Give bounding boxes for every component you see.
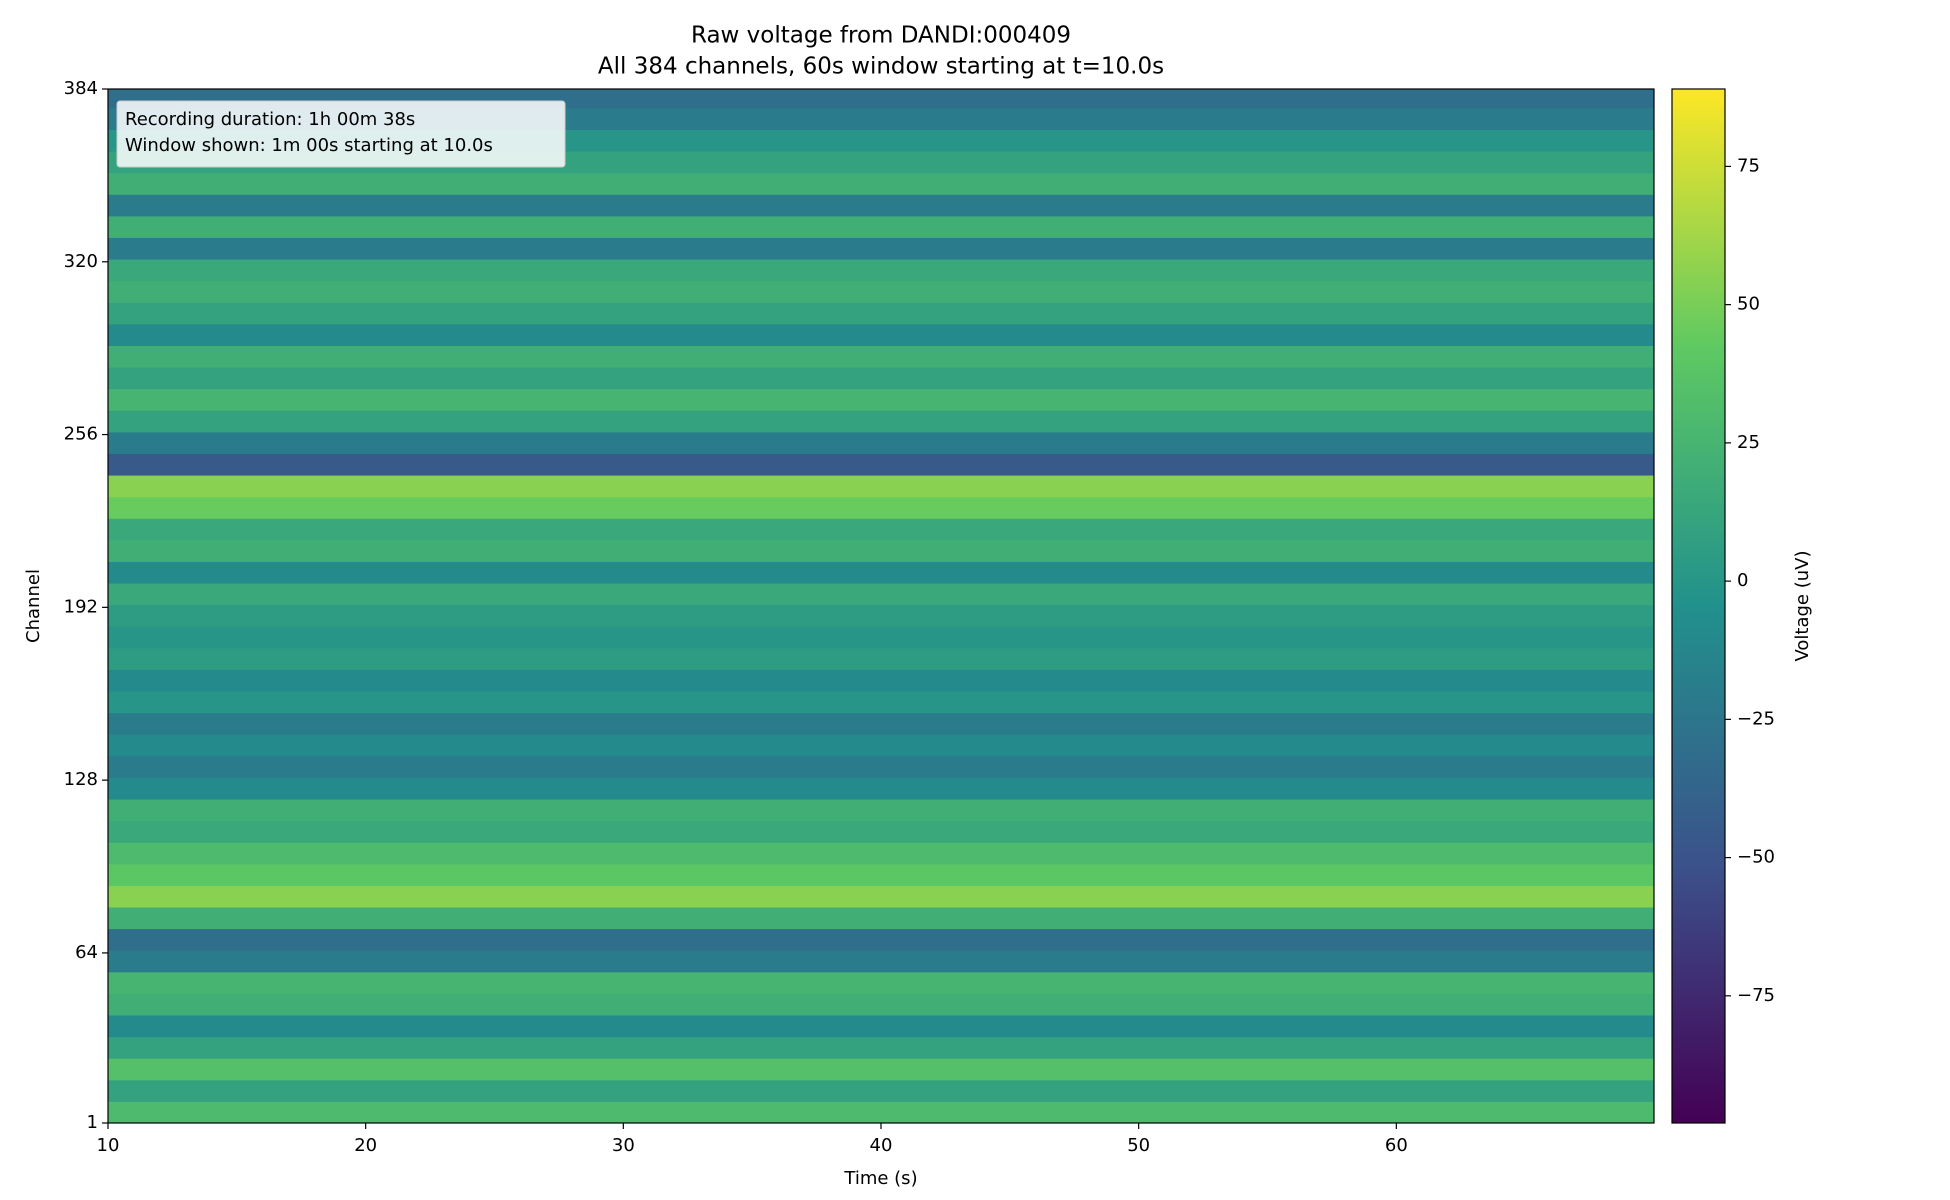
colorbar-tick-label: 50 xyxy=(1737,294,1760,315)
annotation-box: Recording duration: 1h 00m 38s Window sho… xyxy=(116,100,566,168)
heatmap-row xyxy=(108,885,1654,908)
heatmap-row xyxy=(108,323,1654,346)
y-tick-label: 384 xyxy=(64,78,98,99)
heatmap-row xyxy=(108,237,1654,260)
x-tick-label: 10 xyxy=(97,1135,120,1156)
x-tick-label: 60 xyxy=(1385,1135,1408,1156)
heatmap-row xyxy=(108,345,1654,368)
heatmap-row xyxy=(108,907,1654,930)
heatmap-row xyxy=(108,172,1654,195)
heatmap-row xyxy=(108,431,1654,454)
heatmap-row xyxy=(108,1058,1654,1081)
heatmap-row xyxy=(108,518,1654,541)
heatmap-row xyxy=(108,755,1654,778)
heatmap-row xyxy=(108,1036,1654,1059)
y-tick-label: 128 xyxy=(64,769,98,790)
x-axis-label: Time (s) xyxy=(843,1168,917,1189)
heatmap-row xyxy=(108,691,1654,714)
x-tick-label: 40 xyxy=(870,1135,893,1156)
heatmap-row xyxy=(108,539,1654,562)
heatmap-row xyxy=(108,777,1654,800)
chart-subtitle: All 384 channels, 60s window starting at… xyxy=(598,54,1164,80)
heatmap-row xyxy=(108,302,1654,325)
heatmap-row xyxy=(108,583,1654,606)
colorbar-tick-label: −25 xyxy=(1737,708,1775,729)
heatmap-row xyxy=(108,367,1654,390)
colorbar-label: Voltage (uV) xyxy=(1792,550,1813,661)
heatmap-row xyxy=(108,799,1654,822)
heatmap-row xyxy=(108,194,1654,217)
heatmap-row xyxy=(108,215,1654,238)
heatmap-row xyxy=(108,1015,1654,1038)
heatmap-row xyxy=(108,496,1654,519)
heatmap-row xyxy=(108,388,1654,411)
heatmap-row xyxy=(108,259,1654,282)
colorbar-tick-label: 75 xyxy=(1737,155,1760,176)
y-tick-label: 256 xyxy=(64,424,98,445)
y-tick-label: 192 xyxy=(64,596,98,617)
y-tick-label: 1 xyxy=(87,1112,98,1133)
y-tick-label: 64 xyxy=(75,942,98,963)
chart-title: Raw voltage from DANDI:000409 xyxy=(691,23,1071,49)
heatmap-row xyxy=(108,1101,1654,1124)
annotation-text: Recording duration: 1h 00m 38s xyxy=(125,109,415,130)
heatmap-row xyxy=(108,410,1654,433)
heatmap-row xyxy=(108,280,1654,303)
colorbar xyxy=(1671,88,1726,1124)
heatmap-row xyxy=(108,734,1654,757)
heatmap-row xyxy=(108,971,1654,994)
colorbar-tick-label: 0 xyxy=(1737,570,1748,591)
colorbar-tick-label: −75 xyxy=(1737,985,1775,1006)
x-tick-label: 50 xyxy=(1127,1135,1150,1156)
annotation-background xyxy=(116,100,566,168)
colorbar-tick-label: −50 xyxy=(1737,847,1775,868)
heatmap-row xyxy=(108,712,1654,735)
x-tick-label: 20 xyxy=(354,1135,377,1156)
heatmap-row xyxy=(108,561,1654,584)
heatmap-row xyxy=(108,669,1654,692)
heatmap-row xyxy=(108,475,1654,498)
annotation-text: Window shown: 1m 00s starting at 10.0s xyxy=(125,135,493,156)
heatmap-row xyxy=(108,626,1654,649)
heatmap-row xyxy=(108,1079,1654,1102)
x-tick-label: 30 xyxy=(612,1135,635,1156)
heatmap-row xyxy=(108,842,1654,865)
colorbar-tick-label: 25 xyxy=(1737,432,1760,453)
heatmap-row xyxy=(108,647,1654,670)
heatmap-row xyxy=(108,820,1654,843)
y-axis-label: Channel xyxy=(23,569,44,643)
heatmap-row xyxy=(108,863,1654,886)
heatmap-row xyxy=(108,453,1654,476)
heatmap-row xyxy=(108,993,1654,1016)
heatmap-row xyxy=(108,950,1654,973)
heatmap-row xyxy=(108,604,1654,627)
y-tick-label: 320 xyxy=(64,251,98,272)
heatmap-row xyxy=(108,928,1654,951)
